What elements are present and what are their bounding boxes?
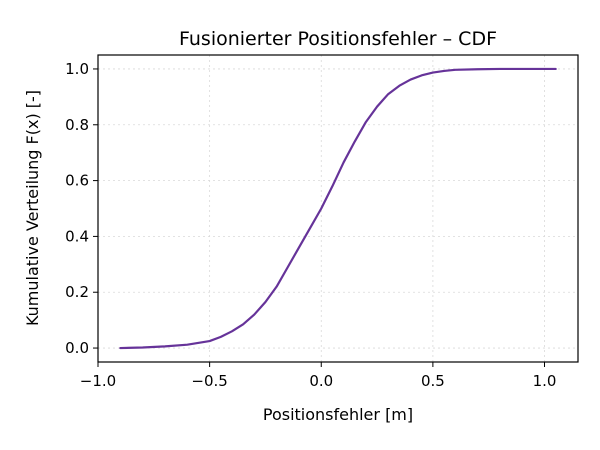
chart-title: Fusionierter Positionsfehler – CDF — [179, 28, 497, 50]
y-tick-label: 0.0 — [65, 339, 89, 357]
series-layer — [119, 67, 557, 350]
y-tick-label: 0.2 — [65, 283, 89, 301]
plot-frame — [97, 54, 579, 363]
y-tick-label: 1.0 — [65, 60, 89, 78]
x-tick-label: −1.0 — [80, 372, 116, 390]
x-axis-label: Positionsfehler [m] — [263, 405, 413, 424]
x-tick-label: 0.5 — [421, 372, 445, 390]
y-axis-ticks: 0.0 0.2 0.4 0.6 0.8 1.0 — [65, 60, 98, 357]
y-tick-label: 0.4 — [65, 227, 89, 245]
y-axis-label: Kumulative Verteilung F(x) [-] — [23, 90, 42, 326]
cdf-line — [119, 67, 557, 350]
x-tick-label: 0.0 — [309, 372, 333, 390]
y-tick-label: 0.6 — [65, 172, 89, 190]
y-tick-label: 0.8 — [65, 116, 89, 134]
x-tick-label: −0.5 — [191, 372, 227, 390]
x-axis-ticks: −1.0 −0.5 0.0 0.5 1.0 — [80, 362, 557, 390]
x-tick-label: 1.0 — [533, 372, 557, 390]
